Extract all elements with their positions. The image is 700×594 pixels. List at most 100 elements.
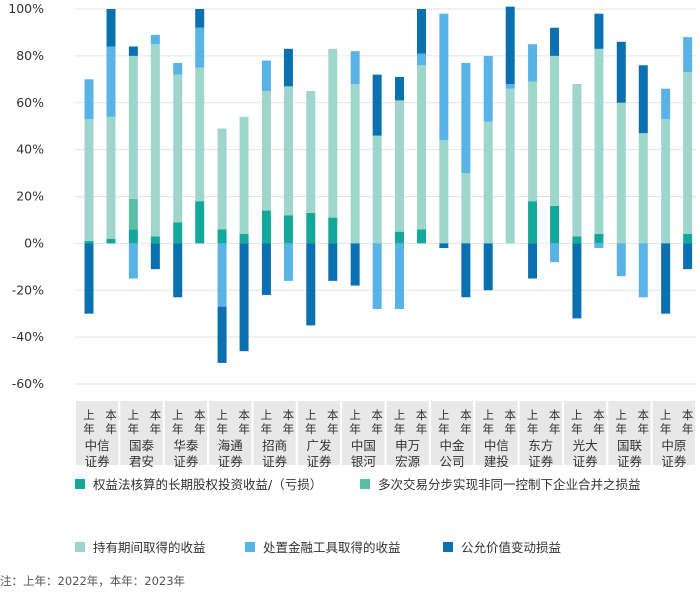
y-tick-label: -40% [12,329,44,344]
bar-label-line2: 年 [327,422,339,436]
bar-segment [283,48,293,87]
bar-segment [106,9,116,47]
bar-segment [661,119,671,244]
category-name-line1: 申万 [395,438,420,453]
bar-label-line1: 上 [660,408,672,422]
category-name-line1: 中信 [85,438,110,453]
bar-segment [128,229,138,244]
bar-label-line1: 本 [327,408,339,422]
category-name-line2: 证券 [173,454,199,469]
bar-segment-negative [461,243,471,298]
bar-label-line2: 年 [238,422,250,436]
bar-segment-negative [528,243,538,279]
bar-label-line1: 上 [83,408,95,422]
bar-segment-negative [217,243,227,307]
bar-segment [505,88,515,244]
bar-segment-negative [150,243,160,270]
category-name-line2: 证券 [306,454,332,469]
category-name-line2: 公司 [440,454,465,469]
bar-segment [128,46,138,56]
bar-segment [461,62,471,174]
bar-segment [84,119,94,242]
bar-segment [261,91,271,211]
bar-segment [528,81,538,202]
bar-label-line2: 年 [128,422,140,436]
bar-segment-negative [683,243,693,270]
bar-segment [195,67,205,202]
bar-segment [550,55,560,206]
bar-label-line1: 本 [638,408,650,422]
y-tick-label: 100% [8,1,44,16]
category-label-band [297,401,341,465]
bar-segment-negative [283,243,293,281]
bar-segment-negative [217,306,227,363]
bar-segment [395,231,404,244]
bar-segment-negative [439,243,449,249]
bar-segment [372,135,382,244]
category-label-band [342,401,385,465]
bar-label-line1: 上 [438,408,450,422]
bar-label-line2: 年 [150,422,162,436]
bar-segment [306,91,316,213]
bar-segment [128,198,138,230]
bar-segment-negative [372,243,382,309]
bar-segment [461,173,471,244]
legend-label-fair-value: 公允价值变动损益 [461,540,562,555]
bar-label-line1: 本 [549,408,561,422]
bar-segment [439,140,449,244]
bar-segment [283,86,293,216]
bar-segment [195,201,205,244]
bar-label-line2: 年 [172,422,184,436]
bar-segment [616,102,626,244]
bar-segment [616,41,626,103]
y-tick-label: 40% [16,142,44,157]
bar-label-line2: 年 [682,422,694,436]
bar-label-line2: 年 [305,422,317,436]
bar-label-line2: 年 [549,422,561,436]
legend-swatch-equity-method [75,478,85,489]
bar-label-line1: 上 [349,408,361,422]
bar-segment [150,236,160,244]
bar-label-line1: 上 [216,408,228,422]
category-name-line1: 光大 [573,438,598,453]
bar-label-line1: 上 [128,408,140,422]
bar-segment [173,62,183,75]
bar-segment [306,212,316,244]
bar-label-line2: 年 [527,422,539,436]
y-tick-label: 0% [24,235,44,250]
category-name-line1: 招商 [262,438,287,453]
bar-label-line1: 上 [305,408,317,422]
legend-swatch-disposal-income [245,541,255,552]
legend-label-holding-income: 持有期间取得的收益 [93,540,206,555]
bar-segment [106,46,116,117]
bar-segment [683,37,693,73]
bar-segment [528,201,538,244]
legend-item-holding-income: 持有期间取得的收益 [75,537,206,556]
bar-segment-negative [239,243,249,352]
category-name-line1: 海通 [218,438,244,453]
bar-label-line1: 本 [194,408,206,422]
bar-segment [283,215,293,244]
bar-label-line2: 年 [571,422,583,436]
bar-segment [84,241,94,244]
bar-label-line2: 年 [460,422,472,436]
category-label-band [475,401,518,465]
category-name-line2: 证券 [617,454,643,469]
bar-segment [528,44,538,82]
bar-segment [638,65,648,134]
legend-label-step-acquisition: 多次交易分步实现非同一控制下企业合并之损益 [378,477,641,492]
bar-segment [84,79,94,120]
bar-segment-negative [395,243,404,309]
bar-segment [328,48,338,218]
bar-segment-negative [638,243,648,298]
category-label-band [430,401,474,465]
bar-label-line2: 年 [438,422,450,436]
bar-segment [195,9,205,28]
legend-item-fair-value: 公允价值变动损益 [443,537,561,556]
bar-label-line1: 本 [416,408,428,422]
bar-label-line1: 本 [150,408,162,422]
bar-segment [572,84,582,237]
stacked-bar-chart: 100%80%60%40%20%0%-20%-40%-60%上年本年中信证券上年… [8,1,696,469]
bar-segment [505,6,515,84]
bar-segment-negative [84,243,94,314]
